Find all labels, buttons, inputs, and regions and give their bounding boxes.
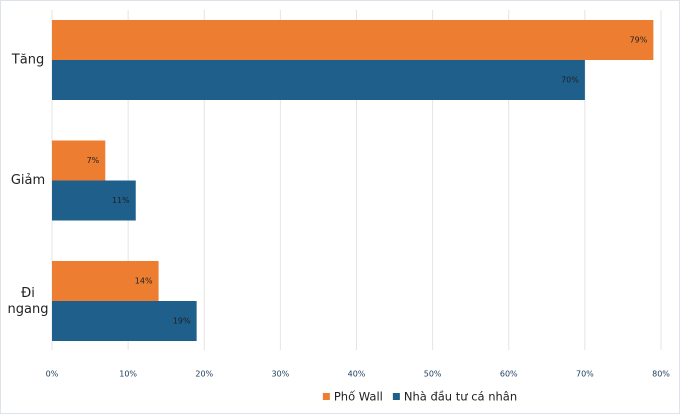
value-label: 70%	[561, 76, 579, 85]
x-tick-label: 70%	[576, 370, 594, 379]
value-label: 7%	[87, 156, 100, 165]
value-label: 19%	[173, 317, 191, 326]
value-label: 11%	[112, 196, 130, 205]
bar	[52, 301, 197, 341]
x-tick-label: 80%	[652, 370, 670, 379]
bar	[52, 60, 585, 100]
legend: Phố Wall Nhà đầu tư cá nhân	[322, 390, 517, 404]
bar	[52, 180, 136, 221]
category-label: Tăng	[11, 53, 44, 68]
bar	[52, 261, 159, 301]
legend-swatch	[392, 393, 400, 400]
value-label: 14%	[135, 277, 153, 286]
value-label: 79%	[630, 36, 648, 45]
x-tick-label: 20%	[195, 370, 213, 379]
x-tick-label: 10%	[119, 370, 137, 379]
x-tick-label: 60%	[500, 370, 518, 379]
x-tick-label: 50%	[424, 370, 442, 379]
category-label: Giảm	[11, 173, 45, 188]
legend-label: Nhà đầu tư cá nhân	[404, 390, 517, 404]
category-label: Đi ngang	[8, 286, 49, 317]
x-tick-label: 30%	[271, 370, 289, 379]
bar	[52, 20, 654, 60]
legend-swatch	[322, 393, 330, 400]
x-tick-label: 0%	[46, 370, 59, 379]
legend-label: Phố Wall	[334, 390, 383, 404]
bar	[52, 140, 106, 181]
x-tick-label: 40%	[348, 370, 366, 379]
